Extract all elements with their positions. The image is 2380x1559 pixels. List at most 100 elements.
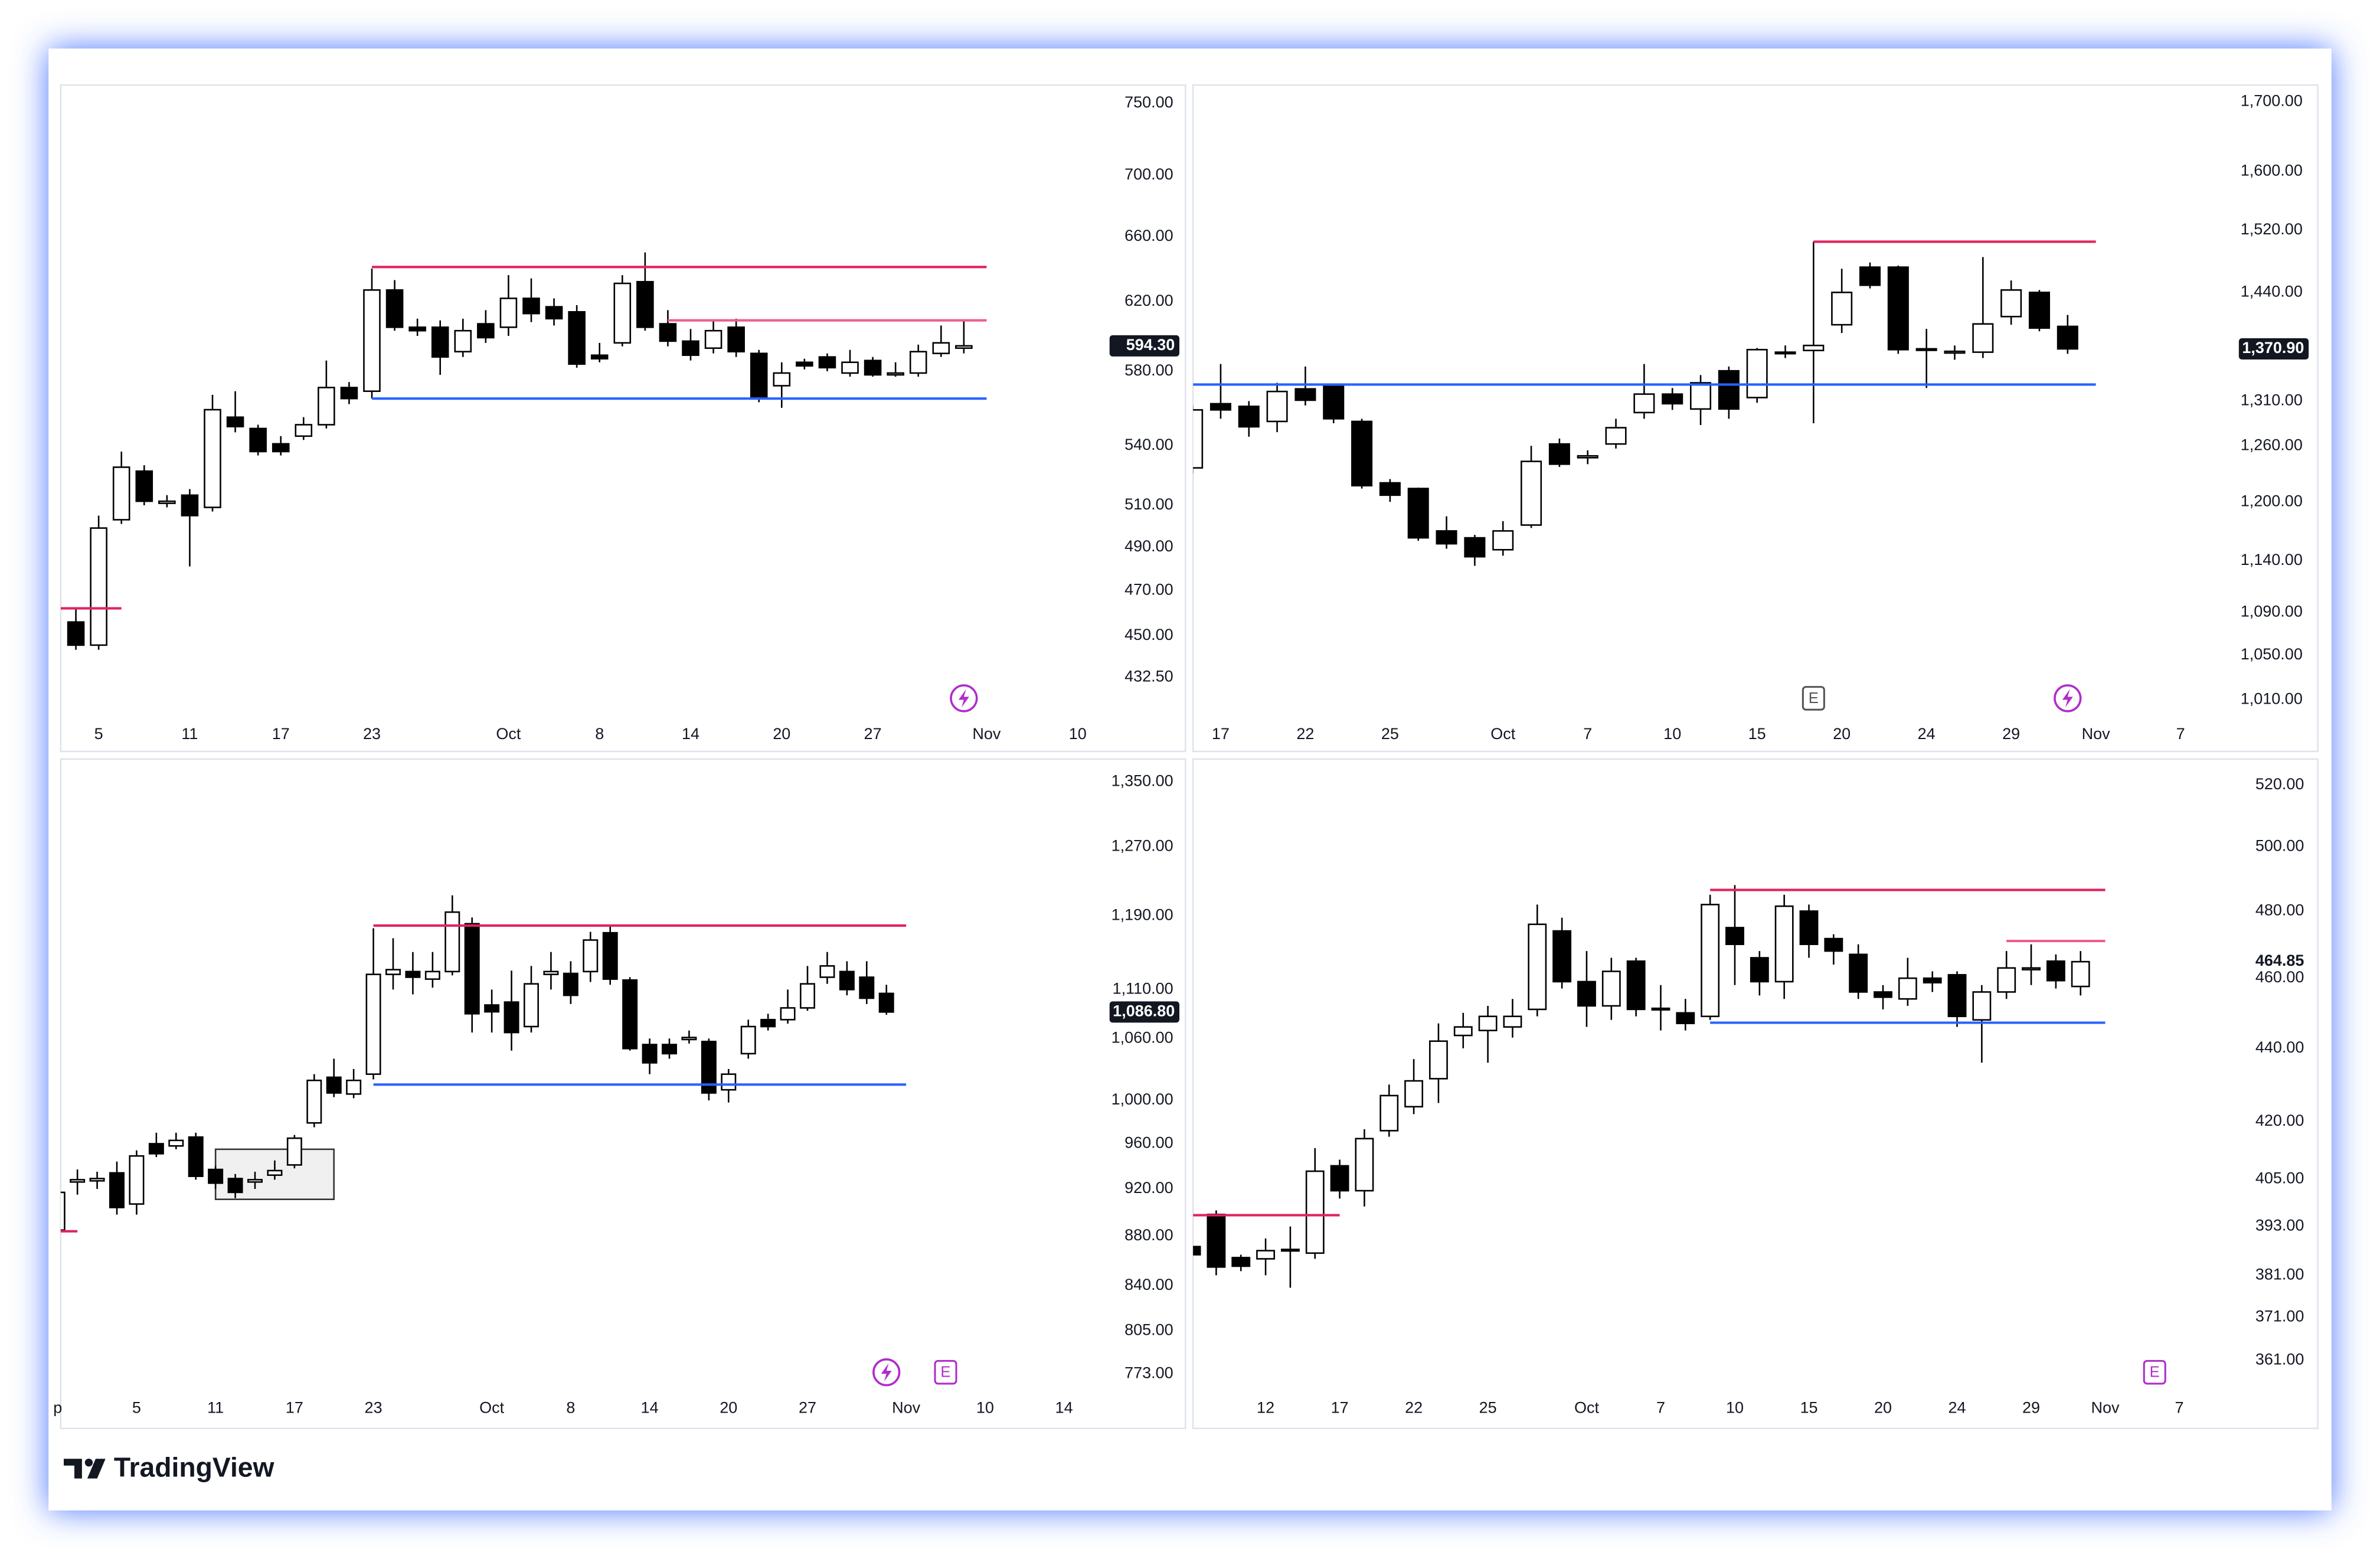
x-tick-label: 17 <box>1212 725 1230 743</box>
y-tick-label: 840.00 <box>1124 1276 1173 1293</box>
candle-body <box>1849 953 1868 993</box>
candle-body <box>1750 957 1769 983</box>
candle-body <box>662 1044 677 1055</box>
event-box <box>1802 686 1825 711</box>
candle-body <box>67 621 85 646</box>
candle-body <box>818 356 836 369</box>
x-tick-label: Oct <box>496 725 521 743</box>
y-tick-label: 880.00 <box>1124 1226 1173 1244</box>
last-price-label: 464.85 <box>2255 952 2304 969</box>
x-tick-label: 29 <box>2002 725 2020 743</box>
candle-body <box>1605 427 1627 445</box>
candle-body <box>1859 266 1881 286</box>
candle-body <box>1718 370 1740 410</box>
x-tick-label: 14 <box>1055 1398 1073 1416</box>
candle-body <box>1280 1248 1300 1252</box>
brand-name: TradingView <box>114 1452 275 1482</box>
candle-body <box>563 972 578 996</box>
candle-body <box>740 1025 756 1055</box>
y-tick-label: 490.00 <box>1124 537 1173 555</box>
candle-body <box>1626 960 1646 1011</box>
candle-body <box>1330 1165 1349 1192</box>
candle-body <box>158 500 176 504</box>
x-tick-label: 8 <box>595 725 604 743</box>
candle-body <box>346 1079 362 1095</box>
candle-body <box>1266 390 1288 423</box>
event-box <box>2143 1359 2166 1385</box>
candle-body <box>750 352 768 400</box>
candle-body <box>499 298 518 328</box>
candle-body <box>682 340 699 356</box>
candle-body <box>1207 1213 1226 1268</box>
candle-body <box>247 1179 263 1183</box>
candle-body <box>1898 977 1917 1000</box>
candle-body <box>340 387 358 400</box>
y-tick-label: 440.00 <box>2255 1038 2304 1056</box>
candle-body <box>1404 1080 1424 1108</box>
candle-body <box>642 1044 658 1064</box>
candle-body <box>583 939 599 973</box>
last-price-label: 594.30 <box>1126 336 1175 354</box>
candle-body <box>363 289 381 392</box>
event-label: E <box>940 1364 950 1381</box>
chart-panel: 773.00 805.00 840.00 880.00 920.00 960.00 1,00… <box>53 758 1186 1430</box>
candle-body <box>2028 292 2050 329</box>
candle-body <box>2046 960 2065 982</box>
candle-body <box>1725 927 1744 945</box>
x-tick-label: 8 <box>566 1398 575 1416</box>
card <box>48 48 2332 1511</box>
candle-body <box>878 992 894 1013</box>
candle-body <box>1355 1138 1374 1192</box>
y-tick-label: 520.00 <box>2255 775 2304 793</box>
brand-logo <box>64 1458 106 1479</box>
candle-body <box>613 282 632 344</box>
candle-body <box>1464 537 1486 558</box>
candle-body <box>1503 1015 1522 1028</box>
y-tick-label: 420.00 <box>2255 1112 2304 1129</box>
candle-body <box>1548 443 1570 465</box>
y-tick-label: 1,200.00 <box>2241 492 2303 509</box>
candle-body <box>1676 1012 1695 1024</box>
last-price-box <box>2238 338 2309 360</box>
y-tick-label: 480.00 <box>2255 901 2304 919</box>
candle-body <box>909 351 927 374</box>
candle-body <box>1774 905 1794 983</box>
candle-body <box>1887 266 1909 351</box>
y-tick-label: 1,270.00 <box>1111 836 1173 854</box>
candle-body <box>1238 406 1260 428</box>
event-label: E <box>1809 690 1819 707</box>
y-tick-label: 460.00 <box>2255 968 2304 986</box>
candle-body <box>385 289 404 328</box>
y-tick-label: 432.50 <box>1124 667 1173 685</box>
plot-area <box>1193 885 2106 1288</box>
candle-body <box>408 326 426 332</box>
candle-body <box>464 923 480 1015</box>
y-tick-label: 1,190.00 <box>1111 906 1173 923</box>
y-tick-label: 381.00 <box>2255 1266 2304 1283</box>
candle-body <box>365 973 381 1075</box>
candle-body <box>1478 1015 1498 1031</box>
plot-area <box>60 895 907 1233</box>
candle-body <box>1662 393 1683 405</box>
candle-body <box>385 969 401 975</box>
x-tick-label: 11 <box>207 1398 224 1416</box>
candle-body <box>1453 1026 1473 1037</box>
candle-body <box>405 970 421 978</box>
candle-body <box>1947 974 1967 1018</box>
candle-body <box>70 1179 86 1183</box>
candle-body <box>955 345 973 349</box>
candle-body <box>1528 923 1547 1011</box>
last-price-label: 1,086.80 <box>1113 1002 1175 1019</box>
x-tick-label: 11 <box>181 725 198 743</box>
candle-body <box>1577 980 1596 1007</box>
y-tick-label: 500.00 <box>2255 837 2304 855</box>
candle-body <box>89 1178 105 1182</box>
candle-body <box>1972 991 1992 1021</box>
x-tick-label: 15 <box>1748 725 1766 743</box>
candle-body <box>504 1001 519 1034</box>
candle-body <box>1256 1250 1276 1260</box>
last-price-label: 1,370.90 <box>2242 339 2304 357</box>
candle-body <box>484 1004 500 1013</box>
y-tick-label: 1,110.00 <box>1113 980 1173 998</box>
chart-panel: 361.00 371.00 381.00 393.00 405.00 420.00 440.… <box>1192 758 2319 1430</box>
